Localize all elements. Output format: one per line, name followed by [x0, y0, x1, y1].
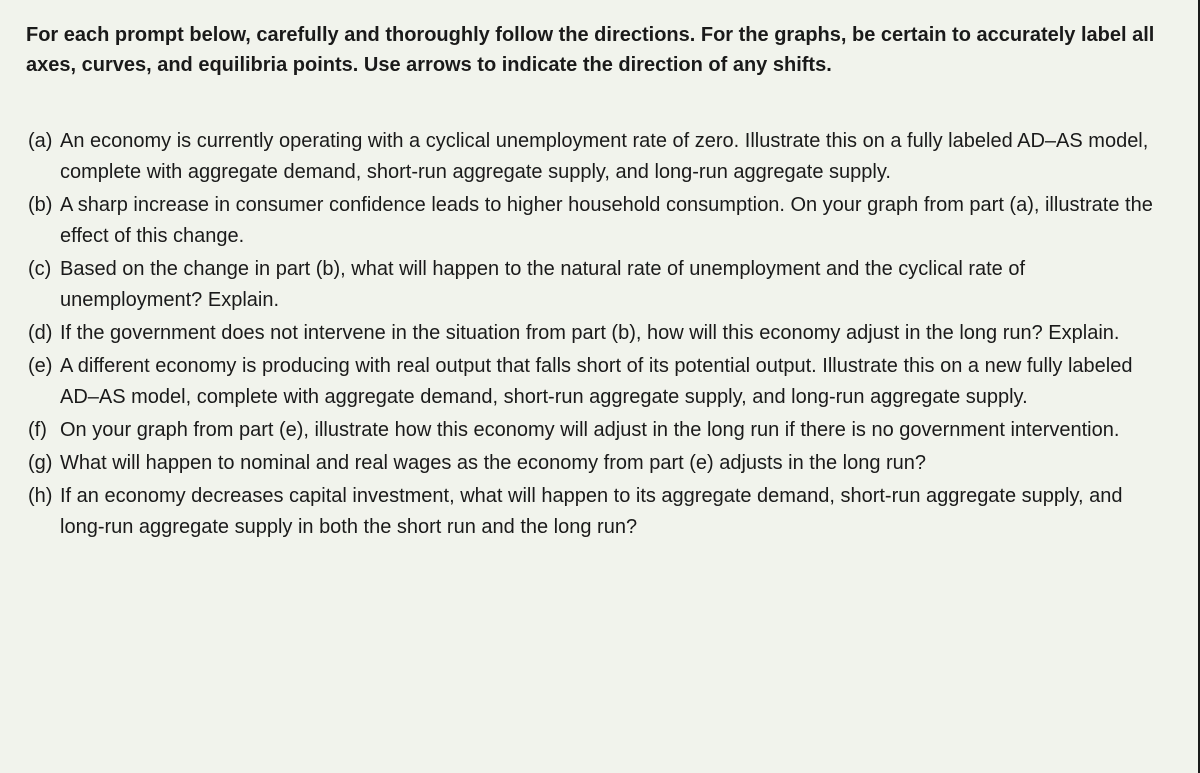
question-text: On your graph from part (e), illustrate … [60, 415, 1172, 446]
question-text: An economy is currently operating with a… [60, 126, 1172, 188]
question-item: (e) A different economy is producing wit… [26, 351, 1172, 413]
question-text: What will happen to nominal and real wag… [60, 448, 1172, 479]
question-item: (a) An economy is currently operating wi… [26, 126, 1172, 188]
question-list: (a) An economy is currently operating wi… [26, 126, 1172, 543]
instructions-text: For each prompt below, carefully and tho… [26, 20, 1172, 80]
question-item: (f) On your graph from part (e), illustr… [26, 415, 1172, 446]
question-marker: (e) [26, 351, 60, 382]
question-item: (g) What will happen to nominal and real… [26, 448, 1172, 479]
question-marker: (f) [26, 415, 60, 446]
question-text: Based on the change in part (b), what wi… [60, 254, 1172, 316]
question-item: (d) If the government does not intervene… [26, 318, 1172, 349]
question-text: A different economy is producing with re… [60, 351, 1172, 413]
page-container: For each prompt below, carefully and tho… [0, 0, 1200, 773]
question-marker: (a) [26, 126, 60, 157]
question-item: (h) If an economy decreases capital inve… [26, 481, 1172, 543]
question-text: A sharp increase in consumer confidence … [60, 190, 1172, 252]
question-marker: (b) [26, 190, 60, 221]
question-item: (b) A sharp increase in consumer confide… [26, 190, 1172, 252]
question-marker: (g) [26, 448, 60, 479]
question-marker: (h) [26, 481, 60, 512]
question-marker: (c) [26, 254, 60, 285]
question-text: If an economy decreases capital investme… [60, 481, 1172, 543]
question-text: If the government does not intervene in … [60, 318, 1172, 349]
question-item: (c) Based on the change in part (b), wha… [26, 254, 1172, 316]
question-marker: (d) [26, 318, 60, 349]
